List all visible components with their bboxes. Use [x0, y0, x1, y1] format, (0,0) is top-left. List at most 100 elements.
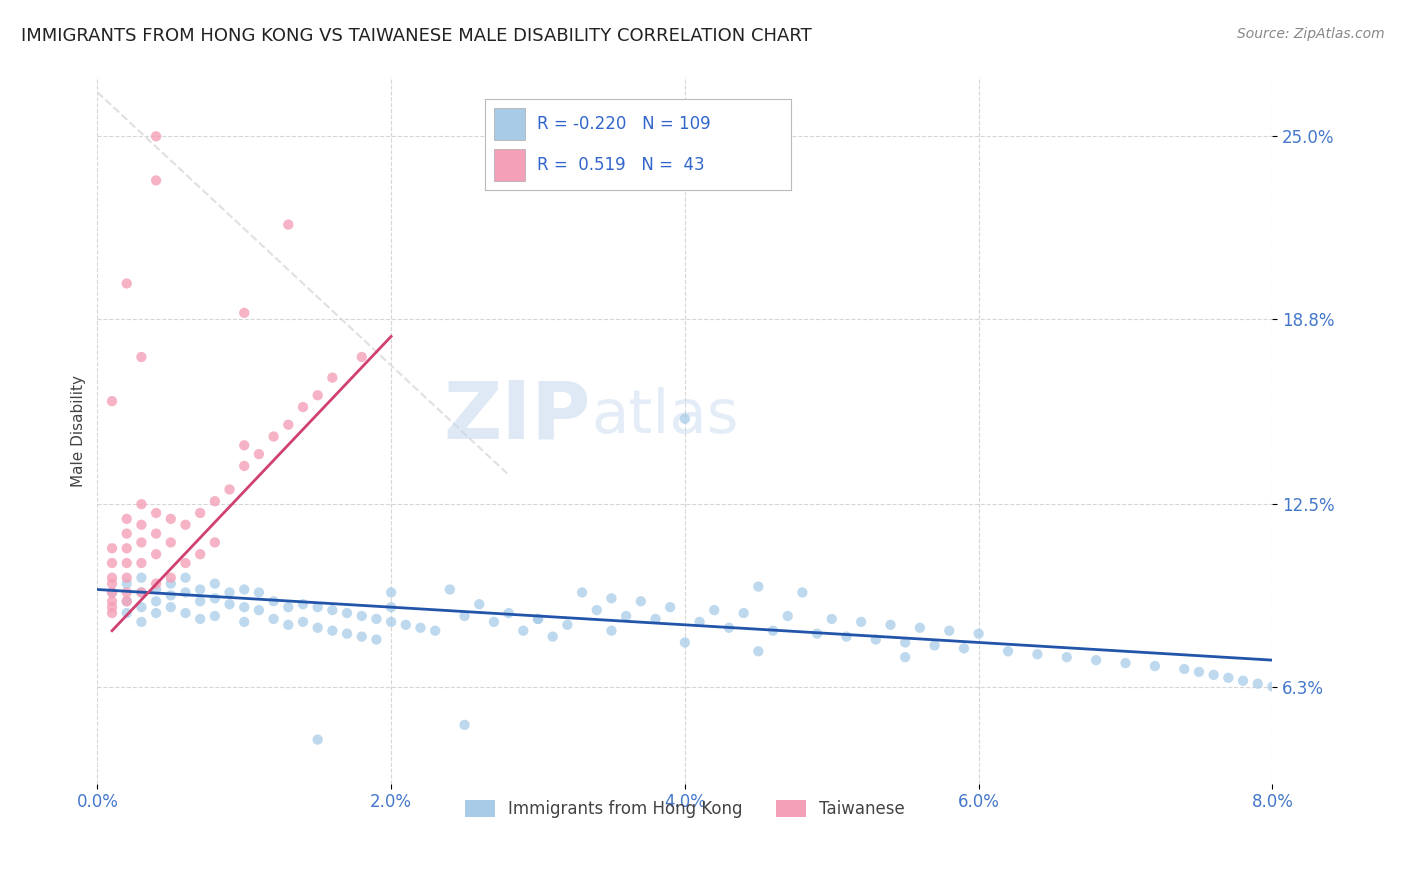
Point	[174, 606, 197, 620]
Point	[1232, 673, 1254, 688]
Point	[482, 615, 505, 629]
Point	[101, 585, 124, 599]
Point	[188, 582, 211, 597]
Point	[997, 644, 1019, 658]
Point	[233, 458, 256, 473]
Point	[131, 615, 153, 629]
Point	[894, 635, 917, 649]
Point	[835, 630, 858, 644]
Point	[307, 600, 329, 615]
Point	[350, 609, 373, 624]
Point	[1247, 676, 1270, 690]
Point	[131, 600, 153, 615]
Point	[218, 483, 240, 497]
Point	[600, 591, 623, 606]
Point	[366, 632, 388, 647]
Point	[101, 594, 124, 608]
Point	[600, 624, 623, 638]
Point	[849, 615, 872, 629]
Point	[131, 585, 153, 599]
Point	[218, 597, 240, 611]
Point	[806, 626, 828, 640]
Point	[908, 621, 931, 635]
Point	[879, 617, 901, 632]
Point	[263, 594, 285, 608]
Point	[1115, 656, 1137, 670]
Point	[512, 624, 534, 638]
Point	[291, 400, 314, 414]
Point	[527, 612, 550, 626]
Point	[291, 597, 314, 611]
Point	[321, 624, 343, 638]
Point	[115, 277, 138, 291]
Point	[673, 635, 696, 649]
Point	[101, 585, 124, 599]
Point	[145, 582, 167, 597]
Text: IMMIGRANTS FROM HONG KONG VS TAIWANESE MALE DISABILITY CORRELATION CHART: IMMIGRANTS FROM HONG KONG VS TAIWANESE M…	[21, 27, 811, 45]
Point	[453, 609, 475, 624]
Point	[821, 612, 844, 626]
Point	[145, 594, 167, 608]
Point	[644, 612, 666, 626]
Point	[145, 506, 167, 520]
Point	[145, 576, 167, 591]
Point	[1085, 653, 1108, 667]
Point	[101, 606, 124, 620]
Point	[1056, 650, 1078, 665]
Point	[188, 612, 211, 626]
Point	[204, 609, 226, 624]
Point	[131, 585, 153, 599]
Point	[159, 571, 181, 585]
Legend: Immigrants from Hong Kong, Taiwanese: Immigrants from Hong Kong, Taiwanese	[458, 793, 911, 825]
Point	[762, 624, 785, 638]
Point	[277, 617, 299, 632]
Point	[218, 585, 240, 599]
Point	[659, 600, 682, 615]
Point	[571, 585, 593, 599]
Point	[703, 603, 725, 617]
Point	[131, 535, 153, 549]
Point	[101, 571, 124, 585]
Point	[967, 626, 990, 640]
Point	[277, 218, 299, 232]
Point	[865, 632, 887, 647]
Point	[614, 609, 637, 624]
Point	[131, 497, 153, 511]
Point	[894, 650, 917, 665]
Point	[263, 429, 285, 443]
Point	[233, 600, 256, 615]
Point	[101, 556, 124, 570]
Y-axis label: Male Disability: Male Disability	[72, 375, 86, 487]
Point	[101, 541, 124, 556]
Point	[115, 526, 138, 541]
Point	[717, 621, 740, 635]
Point	[321, 370, 343, 384]
Point	[1026, 647, 1049, 661]
Point	[204, 535, 226, 549]
Point	[291, 615, 314, 629]
Point	[938, 624, 960, 638]
Point	[159, 600, 181, 615]
Point	[689, 615, 711, 629]
Point	[145, 173, 167, 187]
Point	[425, 624, 447, 638]
Point	[277, 417, 299, 432]
Point	[204, 591, 226, 606]
Point	[131, 517, 153, 532]
Point	[453, 718, 475, 732]
Point	[395, 617, 418, 632]
Point	[188, 594, 211, 608]
Point	[131, 350, 153, 364]
Point	[924, 639, 946, 653]
Point	[115, 571, 138, 585]
Point	[1143, 659, 1166, 673]
Point	[776, 609, 799, 624]
Point	[204, 576, 226, 591]
Point	[747, 580, 769, 594]
Point	[307, 621, 329, 635]
Point	[307, 732, 329, 747]
Point	[115, 512, 138, 526]
Point	[247, 603, 270, 617]
Point	[321, 603, 343, 617]
Point	[145, 129, 167, 144]
